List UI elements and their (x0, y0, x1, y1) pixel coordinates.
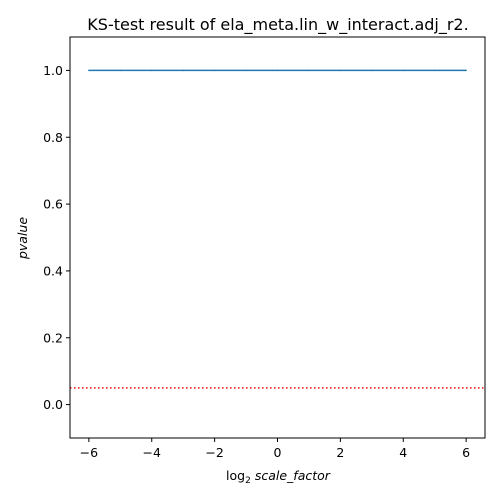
chart-title: KS-test result of ela_meta.lin_w_interac… (87, 15, 468, 35)
x-tick-label: 6 (462, 445, 470, 460)
plot-area (69, 36, 486, 439)
series-point (245, 69, 247, 72)
y-tick-label: 0.8 (43, 130, 63, 145)
x-tick-label: −6 (80, 445, 98, 460)
series-point (119, 69, 122, 72)
series-point (402, 69, 405, 72)
x-tick-label: 0 (274, 445, 282, 460)
y-axis-label: pvalue (15, 217, 30, 260)
x-axis-label-base: 2 (245, 476, 251, 486)
x-axis-ticks: −6 −4 −2 0 2 4 6 (80, 438, 470, 460)
y-axis-ticks: 0.0 0.2 0.4 0.6 0.8 1.0 (43, 63, 70, 412)
x-tick-label: 4 (399, 445, 407, 460)
y-tick-label: 0.4 (43, 263, 63, 278)
y-tick-label: 0.6 (43, 197, 63, 212)
x-tick-label: −2 (205, 445, 223, 460)
x-tick-label: −4 (143, 445, 161, 460)
y-tick-label: 0.0 (43, 397, 63, 412)
x-axis-label: log2 scale_factor (226, 468, 331, 486)
y-tick-label: 0.2 (43, 330, 63, 345)
axes-background (70, 37, 485, 438)
series-point (88, 69, 90, 72)
x-tick-label: 2 (336, 445, 344, 460)
series-point (213, 69, 216, 72)
series-point (182, 69, 184, 72)
data-series (88, 69, 467, 72)
series-point (150, 69, 153, 72)
series-point (339, 69, 342, 72)
y-tick-label: 1.0 (43, 63, 63, 78)
x-axis-label-variable: scale_factor (255, 468, 331, 483)
series-point (465, 69, 467, 72)
series-point (308, 69, 310, 72)
series-point (371, 69, 373, 72)
x-axis-label-log: log (226, 468, 245, 483)
series-point (433, 69, 436, 72)
series-point (276, 69, 279, 72)
